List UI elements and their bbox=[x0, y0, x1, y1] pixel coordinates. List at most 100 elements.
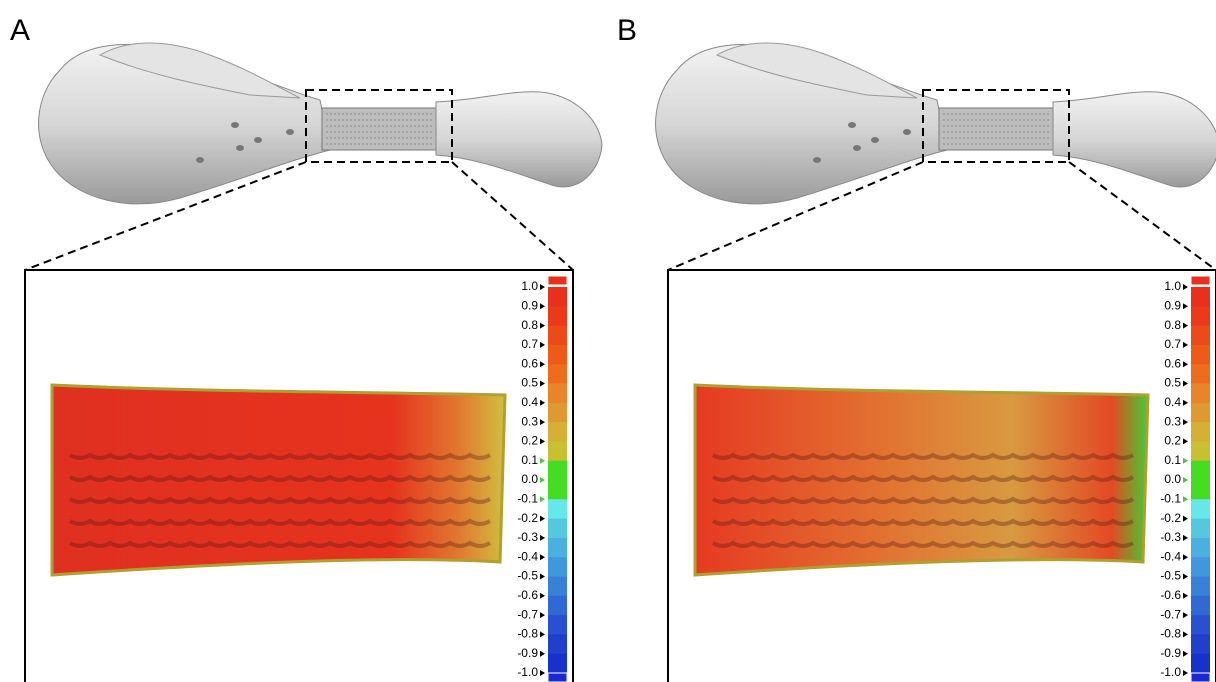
colorbar-pointer bbox=[1183, 670, 1188, 676]
colorbar-label: -0.6 bbox=[517, 588, 538, 602]
colorbar-label: 0.0 bbox=[1164, 472, 1181, 486]
colorbar-label: -0.7 bbox=[517, 607, 538, 621]
colorbar-pointer bbox=[1183, 612, 1188, 618]
colorbar-band bbox=[1191, 499, 1210, 519]
colorbar-pointer bbox=[1183, 303, 1188, 309]
colorbar-label: 0.6 bbox=[1164, 356, 1181, 370]
colorbar-label: -0.2 bbox=[1160, 511, 1181, 525]
foramen bbox=[286, 129, 294, 135]
bone-render bbox=[656, 43, 1216, 204]
colorbar-pointer bbox=[540, 303, 545, 309]
colorbar-label: 0.1 bbox=[1164, 453, 1181, 467]
colorbar-pointer bbox=[540, 400, 545, 406]
colorbar-label: -0.5 bbox=[1160, 569, 1181, 583]
colorbar-band bbox=[1191, 634, 1210, 654]
colorbar-band bbox=[548, 596, 567, 616]
colorbar-cap bbox=[548, 673, 567, 682]
colorbar-band bbox=[548, 403, 567, 423]
colorbar-pointer bbox=[1183, 477, 1188, 483]
colorbar-band bbox=[1191, 461, 1210, 481]
colorbar-label: -0.8 bbox=[1160, 627, 1181, 641]
colorbar-band bbox=[548, 557, 567, 577]
colorbar-band bbox=[548, 306, 567, 326]
panel-label: A bbox=[10, 14, 30, 47]
colorbar-band bbox=[1191, 403, 1210, 423]
colorbar-label: -0.3 bbox=[517, 530, 538, 544]
colorbar-pointer bbox=[540, 458, 545, 464]
colorbar-label: -0.2 bbox=[517, 511, 538, 525]
colorbar-label: -0.7 bbox=[1160, 607, 1181, 621]
bone-distal bbox=[1053, 92, 1216, 187]
colorbar-band bbox=[548, 364, 567, 384]
foramen bbox=[236, 145, 244, 151]
colorbar-label: -0.4 bbox=[517, 549, 538, 563]
foramen bbox=[853, 145, 861, 151]
colorbar-band bbox=[548, 345, 567, 365]
colorbar-label: 0.1 bbox=[521, 453, 538, 467]
colorbar-band bbox=[1191, 596, 1210, 616]
colorbar-label: 0.4 bbox=[521, 395, 538, 409]
colorbar-label: -1.0 bbox=[1160, 665, 1181, 679]
panel-label: B bbox=[617, 14, 637, 47]
colorbar-band bbox=[548, 577, 567, 597]
colorbar-band bbox=[1191, 441, 1210, 461]
colorbar-label: 0.9 bbox=[521, 298, 538, 312]
figure: A1.00.90.80.70.60.50.40.30.20.10.0-0.1-0… bbox=[0, 0, 1216, 682]
colorbar-pointer bbox=[1183, 496, 1188, 502]
colorbar-label: 0.5 bbox=[1164, 376, 1181, 390]
colorbar-label: 0.2 bbox=[521, 434, 538, 448]
colorbar-band bbox=[548, 461, 567, 481]
colorbar-band bbox=[1191, 577, 1210, 597]
colorbar-label: 0.3 bbox=[521, 414, 538, 428]
colorbar-pointer bbox=[540, 593, 545, 599]
colorbar-label: 0.6 bbox=[521, 356, 538, 370]
colorbar-label: -0.9 bbox=[517, 646, 538, 660]
colorbar-band bbox=[548, 441, 567, 461]
colorbar-pointer bbox=[540, 670, 545, 676]
colorbar-pointer bbox=[540, 477, 545, 483]
colorbar-pointer bbox=[540, 438, 545, 444]
colorbar-pointer bbox=[1183, 438, 1188, 444]
colorbar-label: 1.0 bbox=[1164, 279, 1181, 293]
colorbar-pointer bbox=[1183, 400, 1188, 406]
colorbar-label: -0.6 bbox=[1160, 588, 1181, 602]
colorbar-pointer bbox=[540, 496, 545, 502]
colorbar-pointer bbox=[540, 651, 545, 657]
colorbar-label: 0.7 bbox=[521, 337, 538, 351]
colorbar-band bbox=[1191, 654, 1210, 674]
colorbar-pointer bbox=[540, 554, 545, 560]
colorbar-label: 0.0 bbox=[521, 472, 538, 486]
colorbar-band bbox=[548, 499, 567, 519]
colorbar-pointer bbox=[1183, 535, 1188, 541]
colorbar-band bbox=[548, 634, 567, 654]
colorbar-band bbox=[1191, 519, 1210, 539]
colorbar-pointer bbox=[540, 284, 545, 290]
colorbar-label: 0.8 bbox=[1164, 318, 1181, 332]
colorbar-cap bbox=[1191, 276, 1210, 285]
colorbar-pointer bbox=[1183, 323, 1188, 329]
colorbar-band bbox=[1191, 480, 1210, 500]
colorbar-band bbox=[1191, 538, 1210, 558]
colorbar-pointer bbox=[1183, 593, 1188, 599]
colorbar-pointer bbox=[540, 535, 545, 541]
colorbar-band bbox=[548, 326, 567, 346]
colorbar-label: 0.9 bbox=[1164, 298, 1181, 312]
colorbar-band bbox=[548, 384, 567, 404]
colorbar-band bbox=[1191, 287, 1210, 307]
colorbar-band bbox=[1191, 326, 1210, 346]
colorbar-pointer bbox=[1183, 651, 1188, 657]
colorbar-band bbox=[1191, 422, 1210, 442]
colorbar-label: 0.5 bbox=[521, 376, 538, 390]
colorbar-pointer bbox=[540, 574, 545, 580]
foramen bbox=[231, 122, 239, 128]
colorbar-pointer bbox=[1183, 631, 1188, 637]
foramen bbox=[254, 137, 262, 143]
colorbar-pointer bbox=[1183, 342, 1188, 348]
colorbar-label: -0.3 bbox=[1160, 530, 1181, 544]
colorbar-pointer bbox=[540, 361, 545, 367]
colorbar-pointer bbox=[1183, 516, 1188, 522]
colorbar-pointer bbox=[1183, 284, 1188, 290]
colorbar-pointer bbox=[1183, 419, 1188, 425]
colorbar-label: 0.2 bbox=[1164, 434, 1181, 448]
colorbar-label: 1.0 bbox=[521, 279, 538, 293]
